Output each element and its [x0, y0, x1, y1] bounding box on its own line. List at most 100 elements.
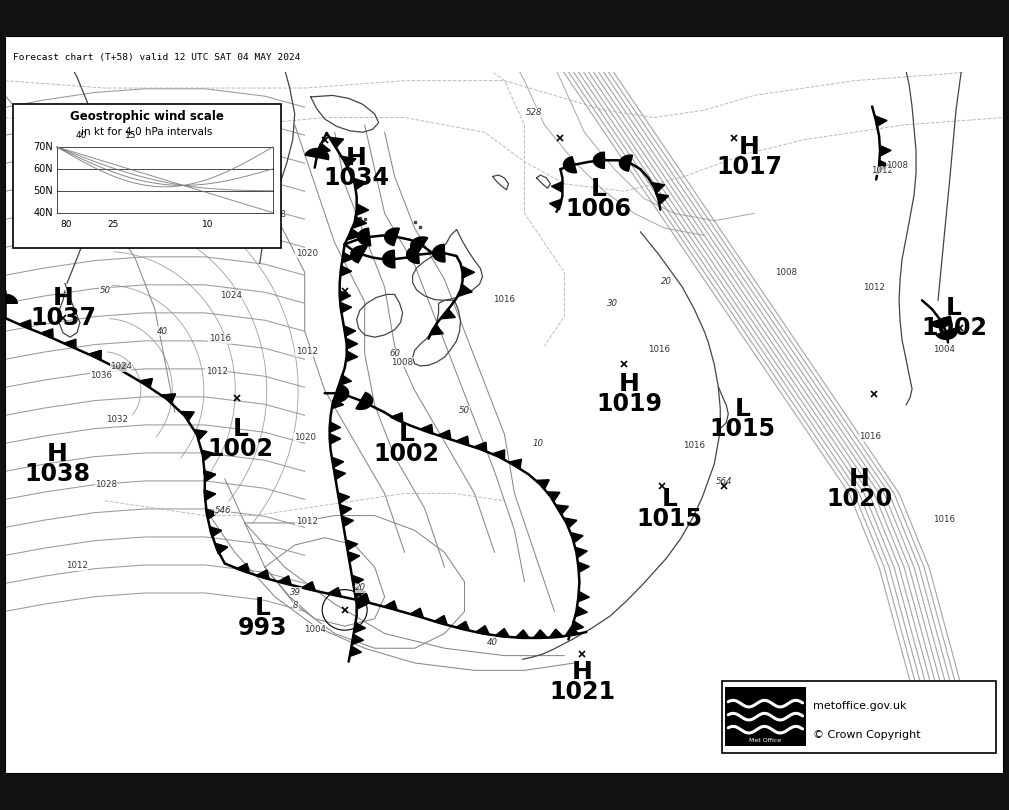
Polygon shape — [201, 450, 214, 460]
Polygon shape — [330, 433, 341, 444]
Polygon shape — [382, 250, 395, 268]
Polygon shape — [204, 471, 216, 481]
Text: 1037: 1037 — [30, 306, 96, 330]
Polygon shape — [656, 194, 669, 203]
Polygon shape — [236, 564, 249, 573]
Polygon shape — [215, 544, 228, 554]
Polygon shape — [556, 505, 568, 514]
Text: 15: 15 — [125, 130, 136, 139]
Polygon shape — [139, 378, 152, 388]
Text: H: H — [46, 442, 68, 467]
Polygon shape — [328, 587, 341, 597]
Polygon shape — [571, 532, 583, 543]
Polygon shape — [563, 157, 577, 173]
Polygon shape — [462, 266, 474, 278]
Polygon shape — [459, 284, 472, 296]
Text: H: H — [849, 467, 870, 491]
Polygon shape — [348, 228, 361, 240]
Text: 1016: 1016 — [683, 441, 705, 450]
Polygon shape — [346, 351, 357, 361]
Text: 1016: 1016 — [209, 335, 231, 343]
Text: metoffice.gov.uk: metoffice.gov.uk — [812, 701, 906, 711]
Polygon shape — [880, 146, 891, 156]
Text: 20: 20 — [355, 583, 366, 592]
Text: 20: 20 — [661, 277, 672, 286]
Text: 564: 564 — [716, 477, 733, 486]
Text: 1028: 1028 — [95, 480, 117, 489]
Polygon shape — [474, 442, 486, 452]
Text: 1032: 1032 — [106, 416, 128, 424]
Polygon shape — [329, 422, 341, 433]
Polygon shape — [410, 608, 424, 617]
Polygon shape — [434, 616, 447, 625]
Text: 1004: 1004 — [304, 625, 326, 633]
Polygon shape — [357, 228, 370, 245]
Polygon shape — [620, 156, 633, 171]
Polygon shape — [356, 594, 369, 603]
Text: 10: 10 — [202, 220, 214, 229]
Text: L: L — [735, 397, 750, 420]
Text: Met Office: Met Office — [750, 738, 781, 743]
Text: 60: 60 — [389, 349, 401, 358]
Polygon shape — [571, 621, 583, 631]
Polygon shape — [534, 630, 548, 638]
Polygon shape — [475, 625, 489, 635]
Text: 1012: 1012 — [206, 367, 228, 376]
Polygon shape — [492, 450, 504, 459]
Polygon shape — [332, 399, 343, 409]
Polygon shape — [356, 599, 367, 609]
Polygon shape — [340, 302, 352, 313]
Polygon shape — [256, 570, 269, 579]
Text: 1020: 1020 — [826, 487, 892, 510]
Text: 80: 80 — [61, 220, 72, 229]
Text: in kt for 4.0 hPa intervals: in kt for 4.0 hPa intervals — [81, 127, 213, 137]
Polygon shape — [182, 411, 195, 420]
Polygon shape — [330, 138, 344, 148]
Text: H: H — [572, 660, 593, 684]
Polygon shape — [334, 469, 346, 480]
Text: 1015: 1015 — [709, 416, 775, 441]
Text: 40: 40 — [76, 130, 87, 139]
Text: 1012: 1012 — [66, 561, 88, 570]
Polygon shape — [0, 295, 17, 303]
Polygon shape — [354, 622, 365, 633]
Text: 60N: 60N — [33, 164, 53, 174]
Polygon shape — [317, 143, 330, 154]
Polygon shape — [456, 621, 469, 631]
Bar — [725, 687, 805, 746]
Polygon shape — [536, 480, 549, 488]
Polygon shape — [89, 351, 101, 360]
Polygon shape — [350, 646, 361, 656]
Polygon shape — [352, 575, 363, 586]
Text: 546: 546 — [215, 506, 231, 515]
Text: L: L — [946, 296, 962, 320]
Polygon shape — [571, 621, 583, 631]
Polygon shape — [578, 591, 589, 602]
Polygon shape — [930, 316, 951, 327]
Text: 1016: 1016 — [933, 514, 956, 524]
Text: Forecast chart (T+58) valid 12 UTC SAT 04 MAY 2024: Forecast chart (T+58) valid 12 UTC SAT 0… — [13, 53, 301, 62]
Text: 50: 50 — [459, 407, 470, 416]
Text: 1012: 1012 — [296, 517, 318, 526]
Polygon shape — [346, 539, 357, 550]
Text: H: H — [619, 373, 640, 396]
Text: 1016: 1016 — [493, 295, 516, 304]
Polygon shape — [565, 627, 579, 636]
Polygon shape — [356, 594, 369, 603]
Text: 39: 39 — [291, 588, 302, 597]
Text: 25: 25 — [107, 220, 119, 229]
Polygon shape — [495, 629, 510, 637]
Polygon shape — [352, 634, 363, 645]
Polygon shape — [354, 216, 366, 228]
Polygon shape — [575, 548, 587, 557]
Polygon shape — [19, 320, 31, 330]
Text: 1004: 1004 — [933, 345, 956, 354]
Text: 1002: 1002 — [208, 437, 273, 461]
Polygon shape — [162, 394, 176, 403]
Text: 1012: 1012 — [871, 166, 893, 175]
Text: 1038: 1038 — [24, 463, 90, 486]
Text: L: L — [590, 177, 606, 201]
Text: 1015: 1015 — [637, 506, 702, 531]
Text: 1008: 1008 — [886, 161, 908, 170]
Polygon shape — [333, 385, 349, 402]
